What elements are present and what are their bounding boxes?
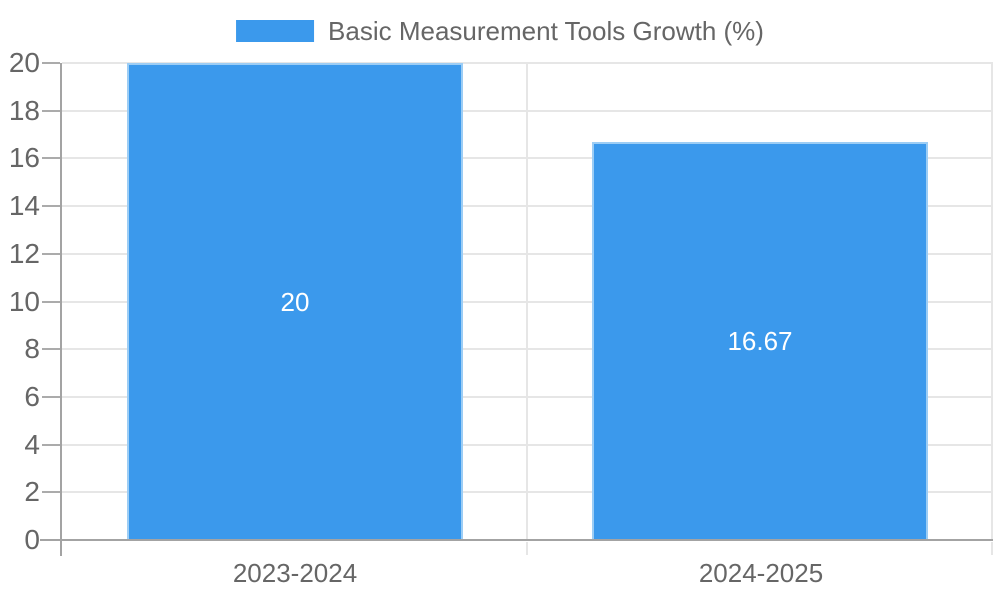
y-tick-mark bbox=[42, 62, 60, 64]
y-tick-mark bbox=[42, 110, 60, 112]
x-axis-line bbox=[40, 539, 993, 541]
y-tick-label: 0 bbox=[24, 524, 40, 555]
x-tick-mark bbox=[526, 542, 528, 555]
y-tick-label: 16 bbox=[8, 142, 40, 173]
y-tick-label: 2 bbox=[24, 476, 40, 507]
bar-value-label: 20 bbox=[280, 287, 310, 317]
bar bbox=[127, 63, 463, 540]
bar bbox=[592, 142, 928, 540]
y-tick-mark bbox=[42, 444, 60, 446]
legend[interactable]: Basic Measurement Tools Growth (%) bbox=[236, 16, 764, 46]
x-tick-label: 2024-2025 bbox=[698, 558, 824, 588]
y-tick-mark bbox=[42, 205, 60, 207]
x-tick-label: 2023-2024 bbox=[232, 558, 358, 588]
y-tick-mark bbox=[42, 396, 60, 398]
y-tick-mark bbox=[42, 491, 60, 493]
y-tick-label: 6 bbox=[24, 381, 40, 412]
plot-area: 0 2 4 6 8 10 12 14 16 18 20 20 2023-2024 16.67 2024-20… bbox=[9, 48, 993, 588]
legend-label: Basic Measurement Tools Growth (%) bbox=[328, 16, 764, 46]
category-gridline bbox=[991, 63, 993, 539]
legend-swatch bbox=[236, 20, 315, 42]
y-tick-mark bbox=[42, 157, 60, 159]
bar-value-label: 16.67 bbox=[727, 326, 793, 356]
y-tick-mark bbox=[42, 348, 60, 350]
y-tick-label: 20 bbox=[8, 47, 40, 78]
y-tick-label: 8 bbox=[24, 333, 40, 364]
category-gridline bbox=[526, 63, 528, 539]
y-tick-label: 14 bbox=[8, 190, 40, 221]
x-tick-mark bbox=[991, 542, 993, 555]
y-tick-label: 18 bbox=[8, 95, 40, 126]
y-tick-mark bbox=[42, 253, 60, 255]
y-tick-label: 10 bbox=[8, 286, 40, 317]
y-axis-line bbox=[60, 63, 62, 556]
y-tick-label: 4 bbox=[24, 429, 40, 460]
y-tick-label: 12 bbox=[8, 238, 40, 269]
y-tick-mark bbox=[42, 301, 60, 303]
